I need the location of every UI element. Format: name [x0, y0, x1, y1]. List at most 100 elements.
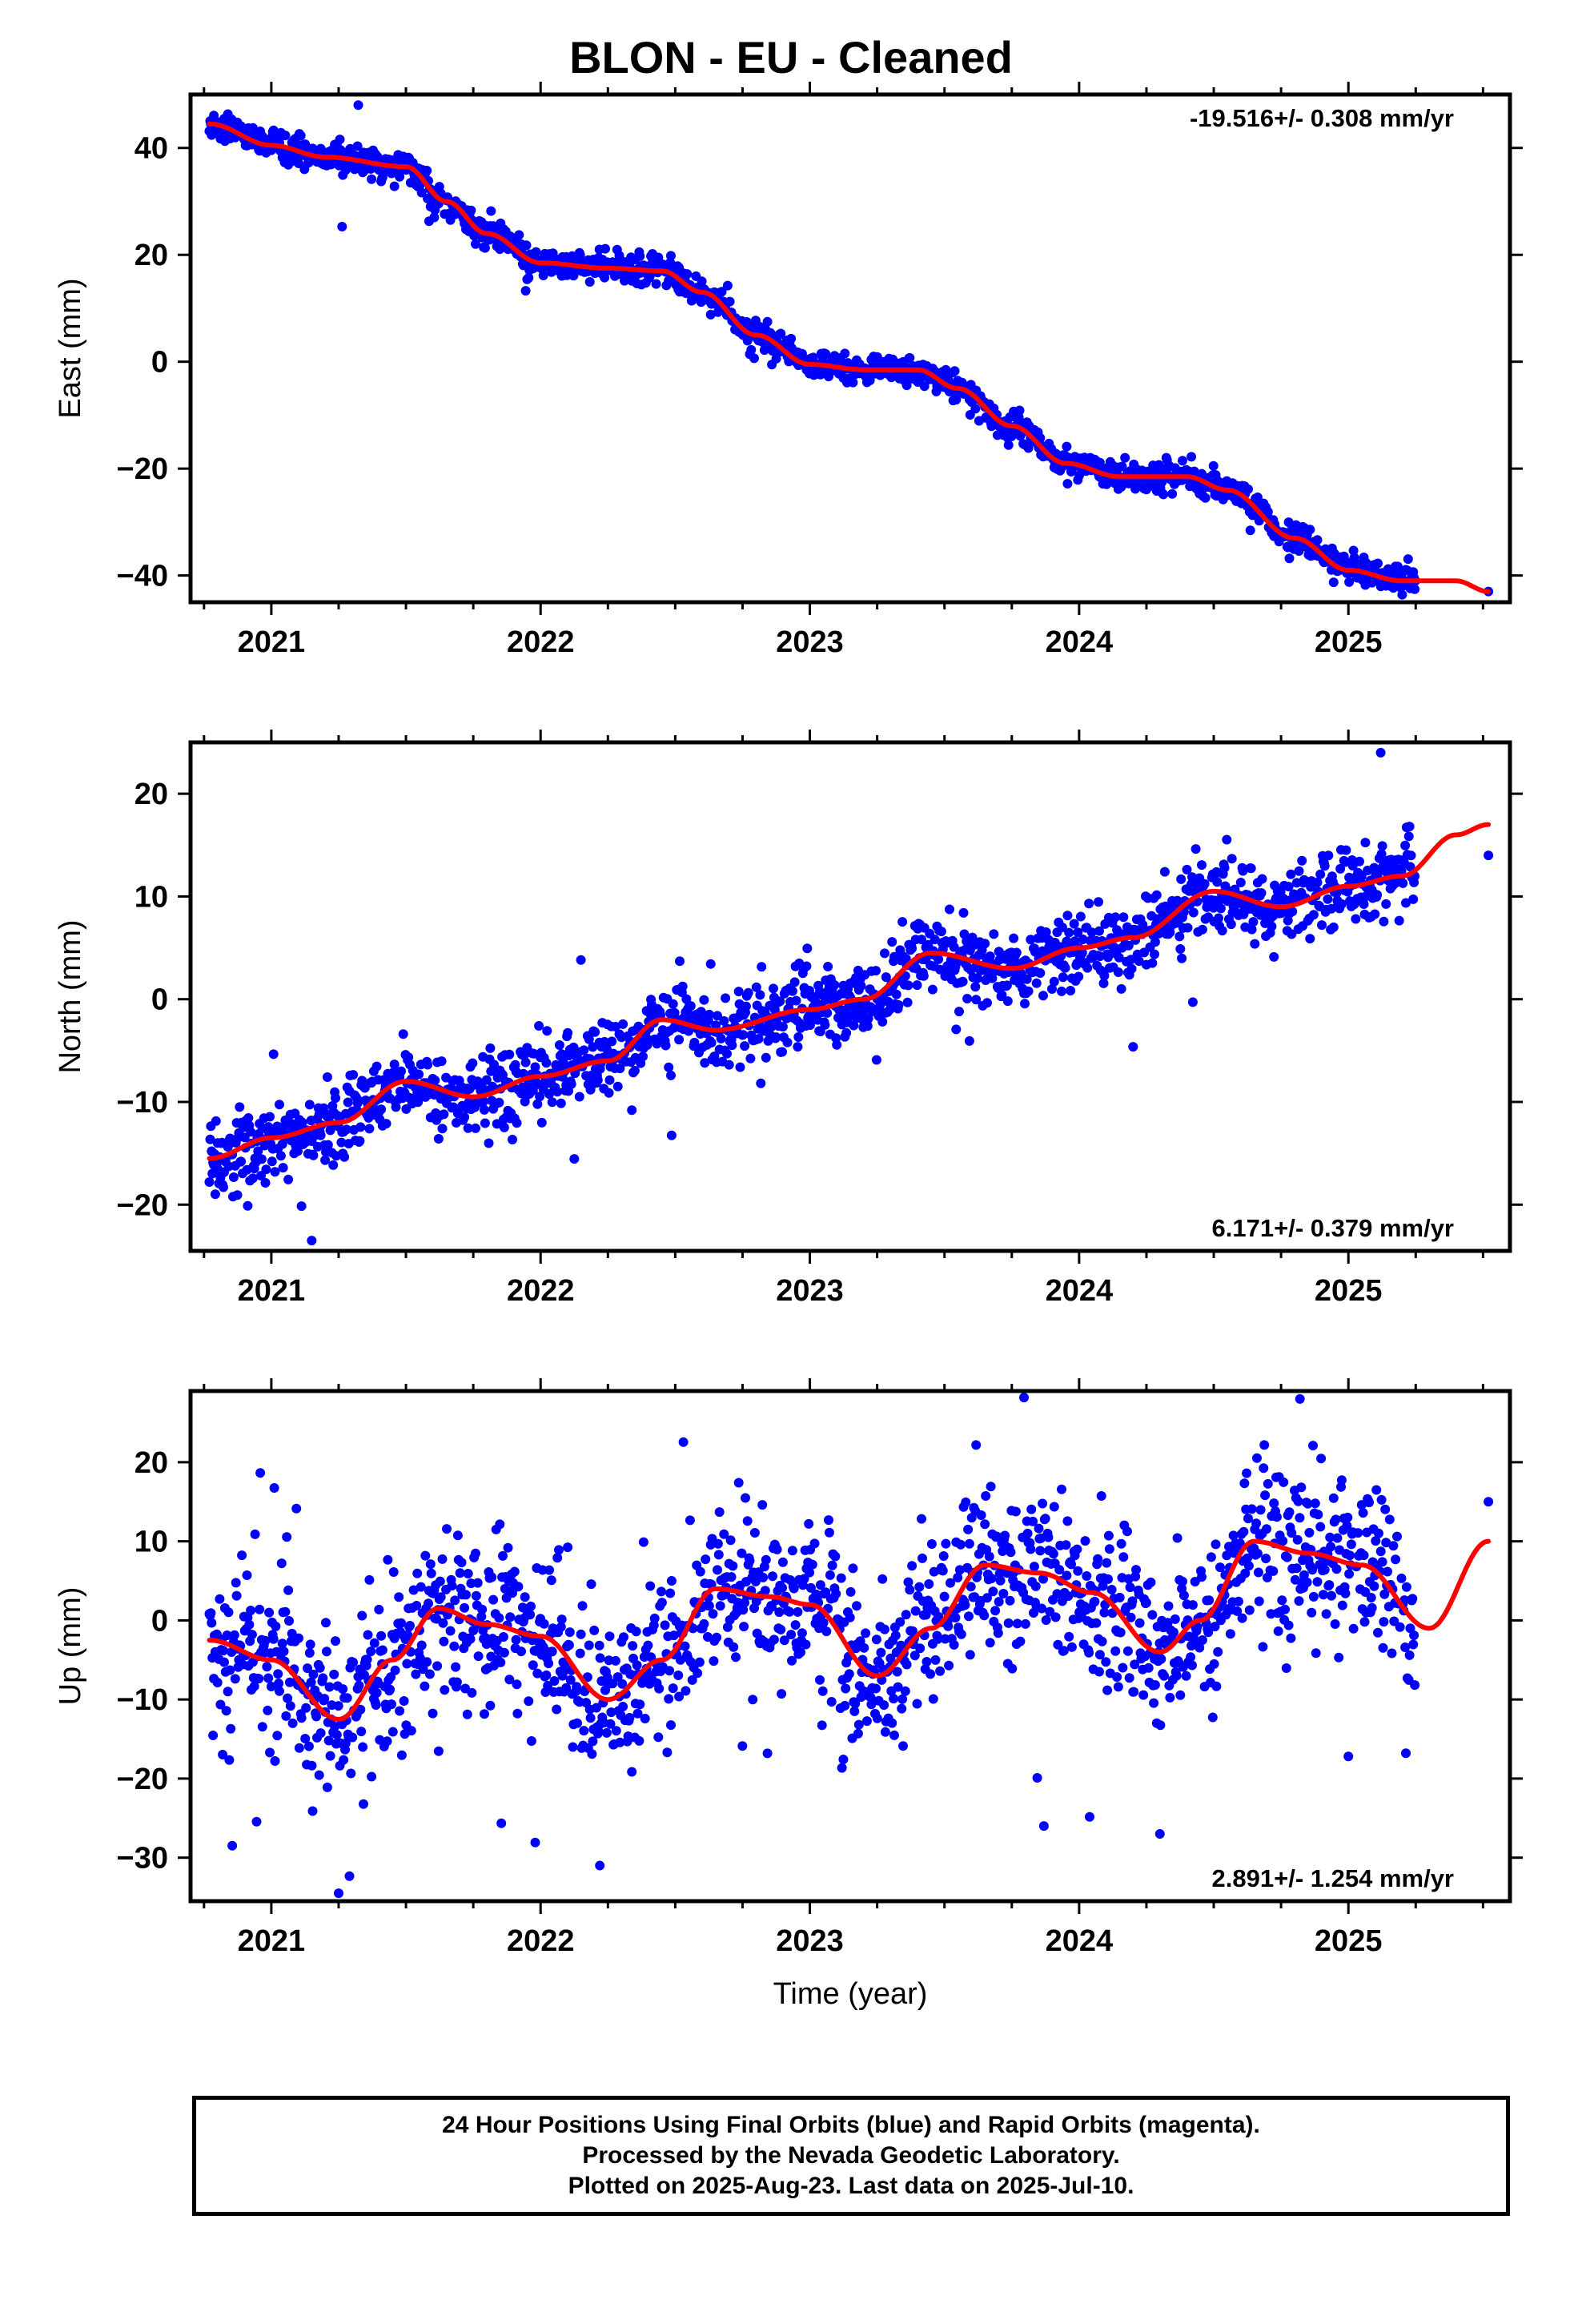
up-point [1073, 1566, 1083, 1576]
up-point [1308, 1441, 1318, 1451]
up-point [1240, 1568, 1251, 1578]
north-point [775, 996, 785, 1007]
up-point [1130, 1659, 1140, 1670]
north-point [275, 1151, 286, 1161]
north-point [1247, 924, 1257, 935]
up-point [1299, 1570, 1309, 1580]
footer-line-1: 24 Hour Positions Using Final Orbits (bl… [442, 2112, 1260, 2138]
up-point [1064, 1631, 1074, 1642]
up-point [660, 1620, 670, 1630]
up-point [1401, 1748, 1411, 1759]
north-point [489, 1059, 499, 1070]
up-point [805, 1567, 815, 1578]
up-point [666, 1576, 677, 1586]
up-point [552, 1704, 562, 1715]
north-point [1062, 911, 1073, 921]
up-point [1346, 1539, 1356, 1550]
up-point [879, 1700, 889, 1711]
north-point [740, 1041, 750, 1051]
up-point [789, 1583, 799, 1594]
up-point [1369, 1581, 1379, 1591]
east-point [1120, 452, 1130, 463]
up-point [1090, 1596, 1100, 1606]
up-point [1348, 1623, 1359, 1634]
up-point [628, 1641, 638, 1651]
north-point [985, 951, 995, 962]
up-point [611, 1726, 621, 1736]
up-point [1396, 1573, 1407, 1583]
up-point [319, 1694, 330, 1704]
up-point [1098, 1581, 1108, 1591]
up-point [1041, 1615, 1051, 1625]
north-point [205, 1134, 215, 1144]
north-point [741, 1001, 751, 1011]
east-point [666, 251, 676, 261]
up-point [964, 1538, 974, 1549]
up-point [1171, 1671, 1182, 1681]
up-point [893, 1682, 903, 1692]
up-point [388, 1567, 399, 1577]
north-point [1398, 878, 1408, 888]
up-point [1343, 1751, 1354, 1762]
up-point [1040, 1514, 1050, 1524]
up-point [307, 1760, 317, 1771]
up-point [1321, 1609, 1331, 1619]
up-point [944, 1660, 954, 1671]
up-point [402, 1659, 412, 1669]
up-point [382, 1736, 392, 1747]
footer-box: 24 Hour Positions Using Final Orbits (bl… [192, 2096, 1510, 2216]
up-point [505, 1612, 516, 1622]
up-point [439, 1636, 449, 1647]
north-point [677, 981, 688, 991]
up-y-tick-label: −20 [117, 1763, 168, 1796]
up-point [1101, 1657, 1111, 1667]
up-point [1093, 1554, 1103, 1564]
north-point [479, 1096, 489, 1107]
up-point [1389, 1616, 1399, 1626]
up-point [498, 1632, 508, 1642]
up-point [1247, 1504, 1257, 1514]
east-point [1154, 460, 1164, 470]
up-point [356, 1727, 367, 1737]
up-point [861, 1716, 872, 1727]
north-point [1323, 850, 1334, 861]
north-point [1370, 909, 1380, 919]
up-point [928, 1694, 938, 1704]
up-point [665, 1588, 676, 1598]
up-point [946, 1578, 955, 1588]
up-point [938, 1566, 948, 1576]
up-point [841, 1683, 851, 1694]
north-point [1057, 923, 1067, 932]
north-point [958, 907, 969, 918]
north-point [751, 982, 761, 992]
north-point [782, 1037, 793, 1047]
up-point [653, 1732, 664, 1743]
up-y-tick-label: −30 [117, 1842, 168, 1876]
north-point [1177, 953, 1187, 963]
north-point [1126, 955, 1136, 965]
up-point [1400, 1642, 1411, 1652]
up-point [250, 1529, 260, 1539]
east-y-tick-label: 20 [135, 239, 168, 272]
north-point [1070, 936, 1080, 947]
up-point [262, 1662, 272, 1672]
north-point [1250, 939, 1260, 949]
up-point [632, 1708, 643, 1719]
north-point [1212, 877, 1223, 887]
up-point [1094, 1650, 1105, 1660]
north-point [536, 1117, 547, 1128]
north-point [918, 971, 929, 981]
up-point [462, 1709, 472, 1719]
north-point [261, 1164, 271, 1175]
up-point [1331, 1514, 1341, 1525]
up-point [1178, 1590, 1189, 1601]
north-point [243, 1200, 253, 1211]
up-point [244, 1619, 255, 1630]
east-point [1344, 577, 1355, 587]
up-point [871, 1683, 881, 1694]
north-point [982, 998, 992, 1008]
up-point [1007, 1663, 1018, 1674]
north-y-tick-label: −20 [117, 1188, 168, 1222]
north-point [1199, 879, 1210, 889]
up-point [396, 1618, 406, 1628]
